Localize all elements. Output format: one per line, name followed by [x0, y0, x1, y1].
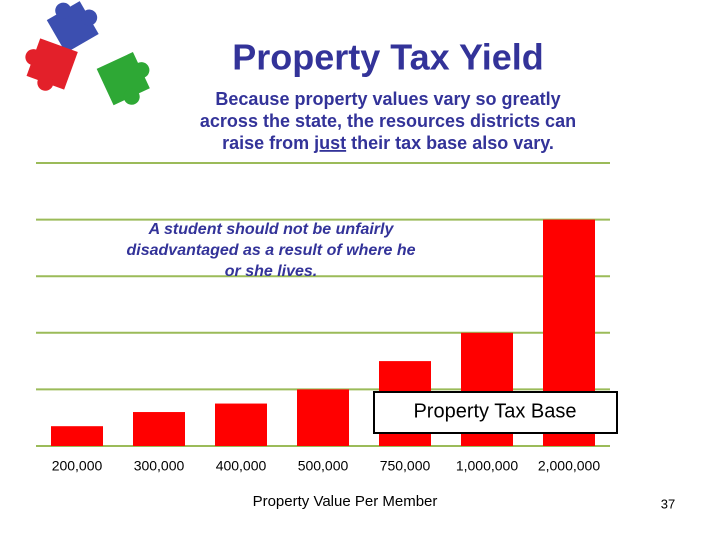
puzzle-icon	[25, 1, 150, 106]
annotation: A student should not be unfairly	[148, 221, 395, 238]
bar	[215, 403, 267, 446]
subtitle: across the state, the resources district…	[200, 111, 576, 131]
page-number: 37	[661, 496, 675, 511]
bar	[51, 426, 103, 446]
title: Property Tax Yield	[232, 37, 543, 78]
x-tick-label: 500,000	[298, 458, 349, 474]
legend-label: Property Tax Base	[413, 400, 576, 422]
x-tick-label: 1,000,000	[456, 458, 518, 474]
x-tick-label: 200,000	[52, 458, 103, 474]
subtitle: Because property values vary so greatly	[215, 89, 560, 109]
annotation: disadvantaged as a result of where he	[127, 242, 416, 259]
x-tick-label: 2,000,000	[538, 458, 600, 474]
legend-box	[373, 391, 618, 434]
x-axis-label: Property Value Per Member	[253, 493, 438, 510]
bar	[297, 389, 349, 446]
x-tick-label: 750,000	[380, 458, 431, 474]
x-tick-label: 400,000	[216, 458, 267, 474]
bar	[133, 412, 185, 446]
annotation: or she lives.	[225, 263, 318, 280]
subtitle: raise from just their tax base also vary…	[222, 133, 554, 153]
x-tick-label: 300,000	[134, 458, 185, 474]
